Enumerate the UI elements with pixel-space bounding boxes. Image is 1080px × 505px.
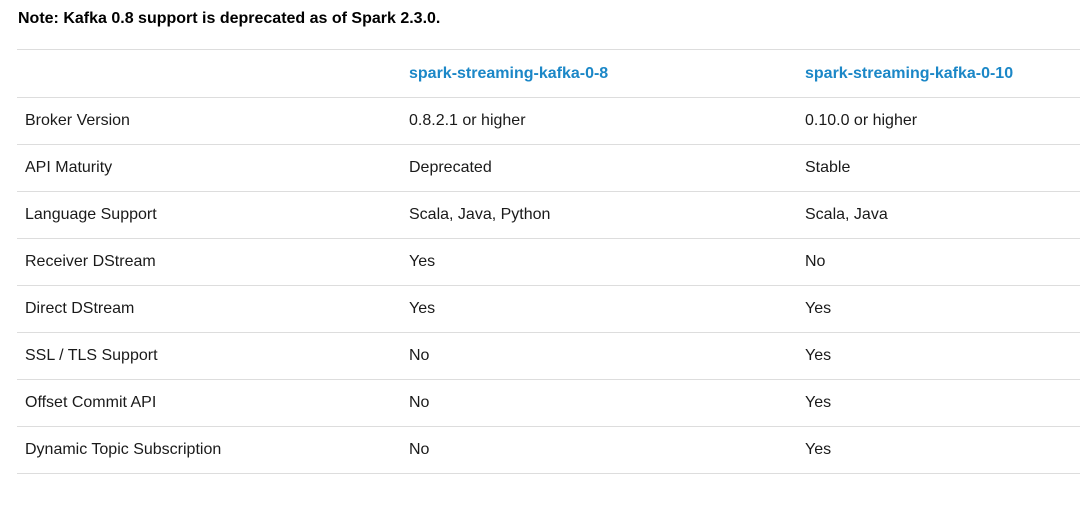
value-cell-v10: 0.10.0 or higher bbox=[797, 97, 1080, 145]
value-cell-v8: No bbox=[401, 332, 797, 380]
column-header-kafka-0-8: spark-streaming-kafka-0-8 bbox=[401, 49, 797, 98]
value-cell-v10: Yes bbox=[797, 379, 1080, 427]
value-cell-v10: Stable bbox=[797, 144, 1080, 192]
value-cell-v10: No bbox=[797, 238, 1080, 286]
value-cell-v8: Yes bbox=[401, 238, 797, 286]
docs-page: Note: Kafka 0.8 support is deprecated as… bbox=[17, 10, 1080, 474]
row-label-cell: Offset Commit API bbox=[17, 379, 401, 427]
value-cell-v8: Deprecated bbox=[401, 144, 797, 192]
value-cell-v10: Yes bbox=[797, 426, 1080, 474]
table-row: Receiver DStream Yes No bbox=[17, 238, 1080, 286]
kafka-0-10-link[interactable]: spark-streaming-kafka-0-10 bbox=[805, 64, 1014, 82]
row-label-cell: Receiver DStream bbox=[17, 238, 401, 286]
empty-header-cell bbox=[17, 49, 401, 98]
value-cell-v10: Yes bbox=[797, 285, 1080, 333]
value-cell-v10: Yes bbox=[797, 332, 1080, 380]
table-header-row: spark-streaming-kafka-0-8 spark-streamin… bbox=[17, 49, 1080, 98]
table-row: SSL / TLS Support No Yes bbox=[17, 332, 1080, 380]
row-label-cell: Language Support bbox=[17, 191, 401, 239]
row-label-cell: API Maturity bbox=[17, 144, 401, 192]
table-row: Offset Commit API No Yes bbox=[17, 379, 1080, 427]
table-row: Language Support Scala, Java, Python Sca… bbox=[17, 191, 1080, 239]
value-cell-v10: Scala, Java bbox=[797, 191, 1080, 239]
row-label-cell: Dynamic Topic Subscription bbox=[17, 426, 401, 474]
value-cell-v8: 0.8.2.1 or higher bbox=[401, 97, 797, 145]
value-cell-v8: Yes bbox=[401, 285, 797, 333]
row-label-cell: Broker Version bbox=[17, 97, 401, 145]
column-header-kafka-0-10: spark-streaming-kafka-0-10 bbox=[797, 49, 1080, 98]
kafka-0-8-link[interactable]: spark-streaming-kafka-0-8 bbox=[409, 64, 609, 82]
table-row: Direct DStream Yes Yes bbox=[17, 285, 1080, 333]
value-cell-v8: No bbox=[401, 379, 797, 427]
row-label-cell: Direct DStream bbox=[17, 285, 401, 333]
deprecation-note: Note: Kafka 0.8 support is deprecated as… bbox=[18, 10, 441, 27]
value-cell-v8: No bbox=[401, 426, 797, 474]
value-cell-v8: Scala, Java, Python bbox=[401, 191, 797, 239]
row-label-cell: SSL / TLS Support bbox=[17, 332, 401, 380]
table-row: Dynamic Topic Subscription No Yes bbox=[17, 426, 1080, 474]
table-row: API Maturity Deprecated Stable bbox=[17, 144, 1080, 192]
kafka-comparison-table: spark-streaming-kafka-0-8 spark-streamin… bbox=[17, 49, 1080, 474]
table-row: Broker Version 0.8.2.1 or higher 0.10.0 … bbox=[17, 97, 1080, 145]
